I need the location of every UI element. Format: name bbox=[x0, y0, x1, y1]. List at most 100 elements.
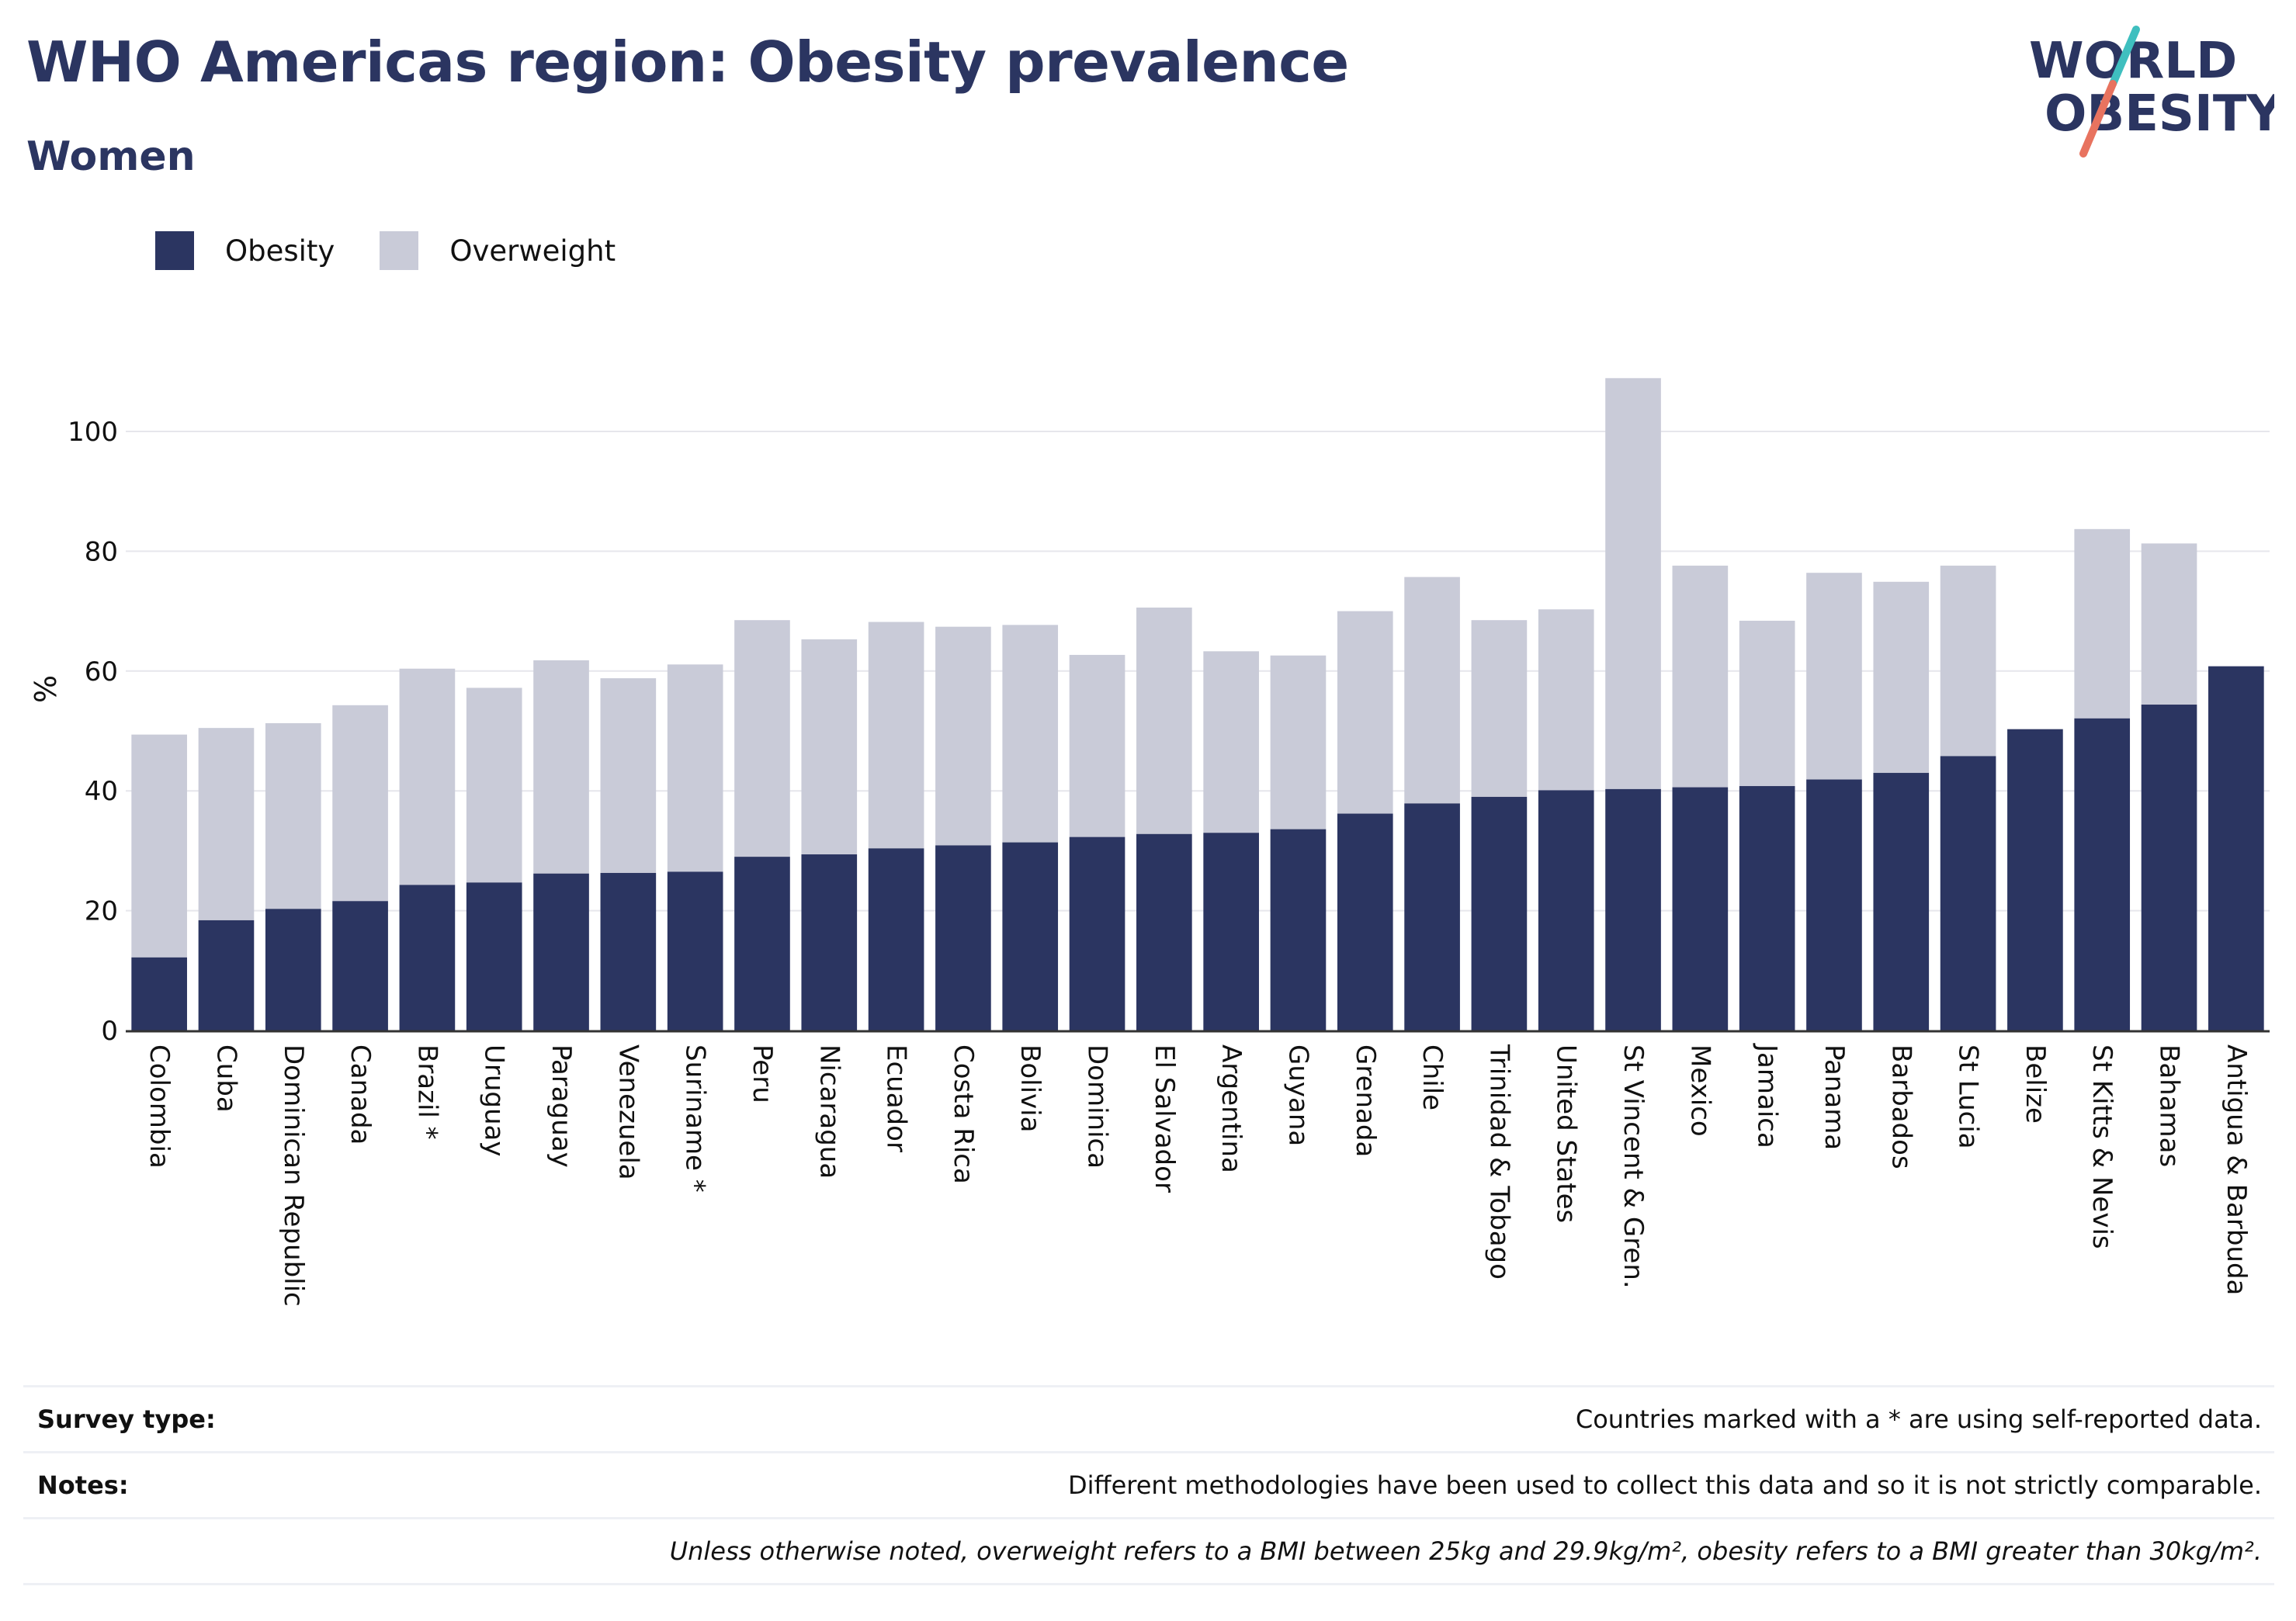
bar-obesity-cuba bbox=[198, 920, 255, 1030]
bar-overweight-panama bbox=[1806, 573, 1862, 780]
x-tick-label-canada: Canada bbox=[345, 1044, 376, 1145]
chart-subtitle: Women bbox=[26, 133, 196, 180]
x-tick-label-uruguay: Uruguay bbox=[479, 1044, 510, 1157]
x-tick-label-costa-rica: Costa Rica bbox=[948, 1044, 979, 1184]
x-tick-label-nicaragua: Nicaragua bbox=[813, 1044, 845, 1179]
legend-swatch-overweight bbox=[380, 231, 419, 270]
x-tick-label-ecuador: Ecuador bbox=[881, 1044, 912, 1152]
x-tick-label-grenada: Grenada bbox=[1350, 1044, 1381, 1157]
bar-overweight-venezuela bbox=[600, 678, 657, 873]
stacked-bar-chart: 0 20 40 60 80 100% Colombia Cuba Dominican Repub… bbox=[29, 378, 2270, 1307]
y-tick-label-20: 20 bbox=[85, 896, 118, 927]
legend-label-overweight: Overweight bbox=[449, 234, 616, 268]
bar-obesity-dominica bbox=[1069, 836, 1125, 1030]
x-tick-label-bahamas: Bahamas bbox=[2154, 1044, 2185, 1167]
bar-overweight-barbados bbox=[1873, 581, 1930, 774]
bar-overweight-argentina bbox=[1203, 651, 1259, 833]
bar-obesity-costa-rica bbox=[935, 845, 991, 1030]
legend-label-obesity: Obesity bbox=[225, 234, 335, 268]
bar-obesity-bahamas bbox=[2141, 705, 2197, 1030]
bar-overweight-united-states bbox=[1538, 609, 1594, 791]
bar-obesity-uruguay bbox=[466, 882, 522, 1030]
x-tick-label-dominica: Dominica bbox=[1082, 1044, 1113, 1169]
bar-overweight-bolivia bbox=[1002, 625, 1059, 843]
legend-item-obesity: Obesity bbox=[155, 231, 335, 270]
bar-obesity-dominican-republic bbox=[265, 909, 321, 1030]
bar-overweight-el-salvador bbox=[1136, 607, 1192, 834]
survey-type-value: Countries marked with a * are using self… bbox=[1575, 1405, 2262, 1434]
bar-obesity-antigua-barbuda bbox=[2208, 666, 2264, 1030]
x-tick-label-united-states: United States bbox=[1551, 1044, 1582, 1223]
bar-overweight-mexico bbox=[1672, 565, 1729, 788]
bar-overweight-uruguay bbox=[466, 688, 522, 883]
x-tick-label-guyana: Guyana bbox=[1282, 1044, 1313, 1146]
bar-obesity-canada bbox=[332, 901, 388, 1030]
notes-label: Notes: bbox=[37, 1470, 129, 1500]
bar-obesity-united-states bbox=[1538, 790, 1594, 1030]
y-tick-label-40: 40 bbox=[85, 776, 118, 807]
survey-type-label: Survey type: bbox=[37, 1405, 216, 1434]
x-tick-label-suriname: Suriname * bbox=[680, 1044, 711, 1193]
bar-obesity-grenada bbox=[1337, 813, 1393, 1030]
y-axis-label: % bbox=[29, 675, 63, 703]
y-tick-label-60: 60 bbox=[85, 656, 118, 688]
bar-overweight-suriname bbox=[667, 664, 723, 872]
bar-obesity-belize bbox=[2007, 729, 2063, 1030]
bar-overweight-st-vincent-gren bbox=[1605, 378, 1661, 789]
x-tick-label-st-vincent-gren: St Vincent & Gren. bbox=[1618, 1044, 1649, 1289]
y-tick-label-100: 100 bbox=[68, 417, 118, 448]
bar-obesity-ecuador bbox=[868, 848, 924, 1030]
x-tick-label-brazil: Brazil * bbox=[411, 1044, 442, 1140]
footer-row-survey: Survey type: Countries marked with a * a… bbox=[23, 1385, 2274, 1451]
x-tick-label-panama: Panama bbox=[1819, 1044, 1850, 1150]
bar-obesity-st-lucia bbox=[1940, 756, 1996, 1030]
bar-obesity-trinidad-tobago bbox=[1471, 796, 1528, 1030]
logo-slash-teal bbox=[2109, 26, 2140, 88]
bar-overweight-st-lucia bbox=[1940, 565, 1996, 757]
bar-obesity-peru bbox=[734, 857, 790, 1030]
bar-overweight-trinidad-tobago bbox=[1471, 620, 1528, 797]
x-tick-label-bolivia: Bolivia bbox=[1014, 1044, 1046, 1132]
bar-obesity-suriname bbox=[667, 871, 723, 1030]
bar-obesity-panama bbox=[1806, 779, 1862, 1030]
bar-overweight-paraguay bbox=[533, 660, 589, 874]
bar-obesity-paraguay bbox=[533, 873, 589, 1030]
logo-slash-coral bbox=[2079, 80, 2117, 158]
bar-overweight-st-kitts-nevis bbox=[2074, 528, 2131, 719]
bar-obesity-brazil bbox=[399, 885, 456, 1030]
x-tick-label-chile: Chile bbox=[1417, 1044, 1448, 1110]
x-tick-label-cuba: Cuba bbox=[210, 1044, 241, 1113]
bar-obesity-argentina bbox=[1203, 833, 1259, 1030]
bar-overweight-cuba bbox=[198, 728, 255, 920]
bar-obesity-st-vincent-gren bbox=[1605, 788, 1661, 1030]
footer-row-notes: Notes: Different methodologies have been… bbox=[23, 1451, 2274, 1517]
bar-overweight-brazil bbox=[399, 668, 456, 885]
bar-overweight-ecuador bbox=[868, 622, 924, 849]
bar-overweight-dominica bbox=[1069, 654, 1125, 837]
y-tick-label-0: 0 bbox=[101, 1016, 118, 1047]
notes-value: Different methodologies have been used t… bbox=[1068, 1470, 2262, 1500]
bar-overweight-bahamas bbox=[2141, 543, 2197, 705]
y-tick-label-80: 80 bbox=[85, 536, 118, 567]
bar-obesity-venezuela bbox=[600, 872, 657, 1030]
bar-overweight-guyana bbox=[1270, 655, 1327, 830]
x-tick-label-dominican-republic: Dominican Republic bbox=[278, 1044, 309, 1307]
x-tick-label-trinidad-tobago: Trinidad & Tobago bbox=[1483, 1044, 1514, 1280]
bar-obesity-guyana bbox=[1270, 829, 1327, 1030]
legend: Obesity Overweight bbox=[155, 230, 661, 272]
bar-overweight-peru bbox=[734, 620, 790, 857]
bar-obesity-chile bbox=[1404, 803, 1460, 1030]
footer-notes: Survey type: Countries marked with a * a… bbox=[23, 1385, 2274, 1585]
x-tick-label-belize: Belize bbox=[2020, 1044, 2051, 1124]
x-tick-label-st-lucia: St Lucia bbox=[1953, 1044, 1984, 1149]
bar-overweight-colombia bbox=[131, 734, 187, 958]
x-tick-label-venezuela: Venezuela bbox=[612, 1044, 643, 1180]
bar-overweight-grenada bbox=[1337, 611, 1393, 814]
footer-row-definition: Unless otherwise noted, overweight refer… bbox=[23, 1517, 2274, 1585]
legend-item-overweight: Overweight bbox=[380, 231, 616, 270]
bar-obesity-colombia bbox=[131, 957, 187, 1030]
chart-title: WHO Americas region: Obesity prevalence bbox=[26, 29, 1349, 95]
x-tick-label-mexico: Mexico bbox=[1684, 1044, 1715, 1137]
bar-overweight-jamaica bbox=[1739, 620, 1795, 787]
